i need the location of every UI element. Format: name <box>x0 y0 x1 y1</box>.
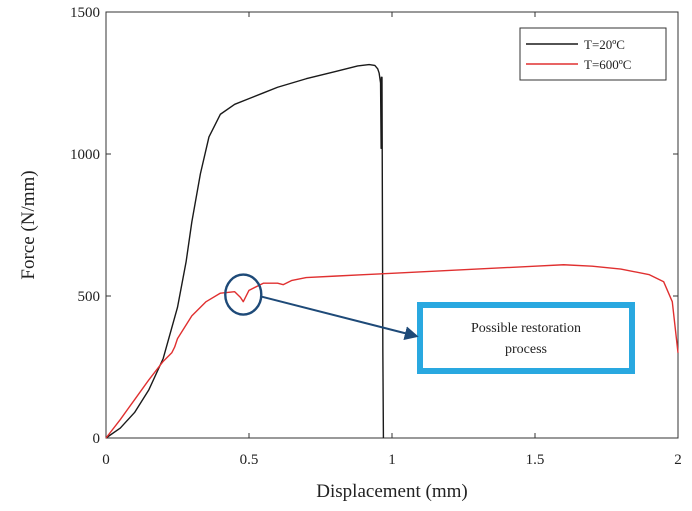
annotation-text-line1: Possible restoration <box>471 321 581 336</box>
y-tick-label: 1500 <box>70 5 100 21</box>
legend: T=20ºC T=600ºC <box>519 27 667 81</box>
legend-label: T=20ºC <box>584 37 625 52</box>
x-tick-label: 2 <box>674 452 682 468</box>
callout-arrow <box>261 295 419 341</box>
highlight-circle <box>224 273 263 316</box>
x-tick-label: 1.5 <box>526 452 545 468</box>
y-tick-label: 500 <box>78 289 101 305</box>
annotation-text-line2: process <box>505 342 547 357</box>
y-tick-label: 1000 <box>70 147 100 163</box>
series-line-t600 <box>105 264 679 439</box>
y-tick-label: 0 <box>93 431 101 447</box>
y-axis-title: Force (N/mm) <box>18 170 39 279</box>
x-tick-label: 0 <box>102 452 110 468</box>
plot-area <box>105 11 679 439</box>
x-tick-label: 1 <box>388 452 396 468</box>
callout-box <box>417 302 635 374</box>
legend-box <box>519 27 667 81</box>
tick-labels: 0 0.5 1 1.5 2 0 500 1000 1500 <box>70 5 682 468</box>
legend-label: T=600ºC <box>584 57 631 72</box>
x-tick-label: 0.5 <box>240 452 259 468</box>
annotation: Possible restoration process <box>224 273 635 374</box>
x-axis-title: Displacement (mm) <box>316 481 467 502</box>
series-line-t20 <box>105 63 385 439</box>
